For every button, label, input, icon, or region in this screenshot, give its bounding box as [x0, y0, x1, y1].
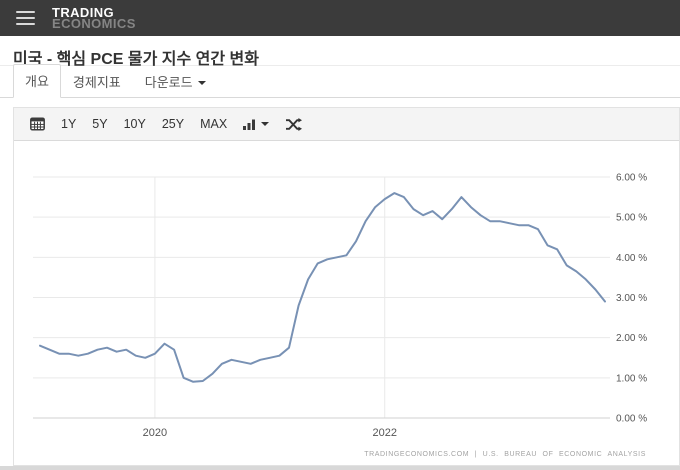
calendar-icon: [30, 117, 45, 131]
tab-download-label: 다운로드: [144, 75, 193, 90]
x-axis-tick-label: 2020: [143, 427, 167, 439]
range-5y-label: 5Y: [92, 117, 108, 131]
tab-indicators[interactable]: 경제지표: [61, 66, 133, 98]
page-title: 미국 - 핵심 PCE 물가 지수 연간 변화: [13, 51, 259, 68]
chart-plot-area: 2020 2022 0.00 % 1.00 % 2.00 % 3.00 % 4.00 % 5.…: [14, 141, 679, 465]
hamburger-menu-icon[interactable]: [16, 7, 36, 29]
range-1y-label: 1Y: [61, 117, 77, 131]
tab-overview-label: 개요: [25, 74, 49, 89]
chart-canvas: 2020 2022 0.00 % 1.00 % 2.00 % 3.00 % 4.00 % 5.…: [33, 173, 647, 439]
range-25y-button[interactable]: 25Y: [154, 112, 192, 136]
range-5y-button[interactable]: 5Y: [84, 112, 115, 136]
chevron-down-icon: [197, 81, 206, 85]
tab-indicators-label: 경제지표: [72, 75, 121, 90]
tab-overview[interactable]: 개요: [13, 64, 61, 98]
chart-toolbar: 1Y 5Y 10Y 25Y MAX: [14, 108, 679, 141]
column-chart-icon: [243, 119, 256, 130]
brand-top: TRADING: [52, 5, 115, 20]
x-axis-tick-label: 2022: [373, 427, 397, 439]
y-axis-tick-label: 5.00 %: [616, 213, 647, 224]
top-header: TRADING ECONOMICS: [0, 0, 680, 36]
y-axis-tick-label: 1.00 %: [616, 373, 647, 384]
tab-bar: 개요 경제지표 다운로드: [0, 64, 680, 98]
chart-card: 1Y 5Y 10Y 25Y MAX 2020 2022 0.00 % 1: [13, 107, 680, 466]
page-bottom-edge: [0, 466, 680, 470]
pce-series-line: [39, 192, 606, 383]
chart-type-button[interactable]: [235, 114, 277, 135]
range-10y-button[interactable]: 10Y: [116, 112, 154, 136]
title-bar: 미국 - 핵심 PCE 물가 지수 연간 변화: [0, 36, 680, 68]
calendar-button[interactable]: [22, 112, 53, 136]
range-10y-label: 10Y: [123, 117, 146, 131]
y-axis-tick-label: 6.00 %: [616, 173, 647, 184]
brand-bottom: ECONOMICS: [52, 16, 136, 31]
range-25y-label: 25Y: [161, 117, 185, 131]
brand-logo[interactable]: TRADING ECONOMICS: [52, 5, 136, 31]
range-1y-button[interactable]: 1Y: [53, 112, 84, 136]
y-axis-tick-label: 0.00 %: [616, 414, 647, 425]
chart-attribution: TRADINGECONOMICS.COM | U.S. BUREAU OF EC…: [364, 451, 646, 458]
y-axis-tick-label: 3.00 %: [616, 293, 647, 304]
y-axis-tick-label: 2.00 %: [616, 333, 647, 344]
compare-shuffle-icon: [286, 117, 303, 131]
tab-download[interactable]: 다운로드: [133, 66, 218, 98]
chevron-down-icon: [261, 122, 270, 126]
compare-button[interactable]: [277, 113, 310, 136]
y-axis-tick-label: 4.00 %: [616, 253, 647, 264]
range-max-label: MAX: [200, 117, 228, 131]
range-max-button[interactable]: MAX: [192, 112, 235, 136]
